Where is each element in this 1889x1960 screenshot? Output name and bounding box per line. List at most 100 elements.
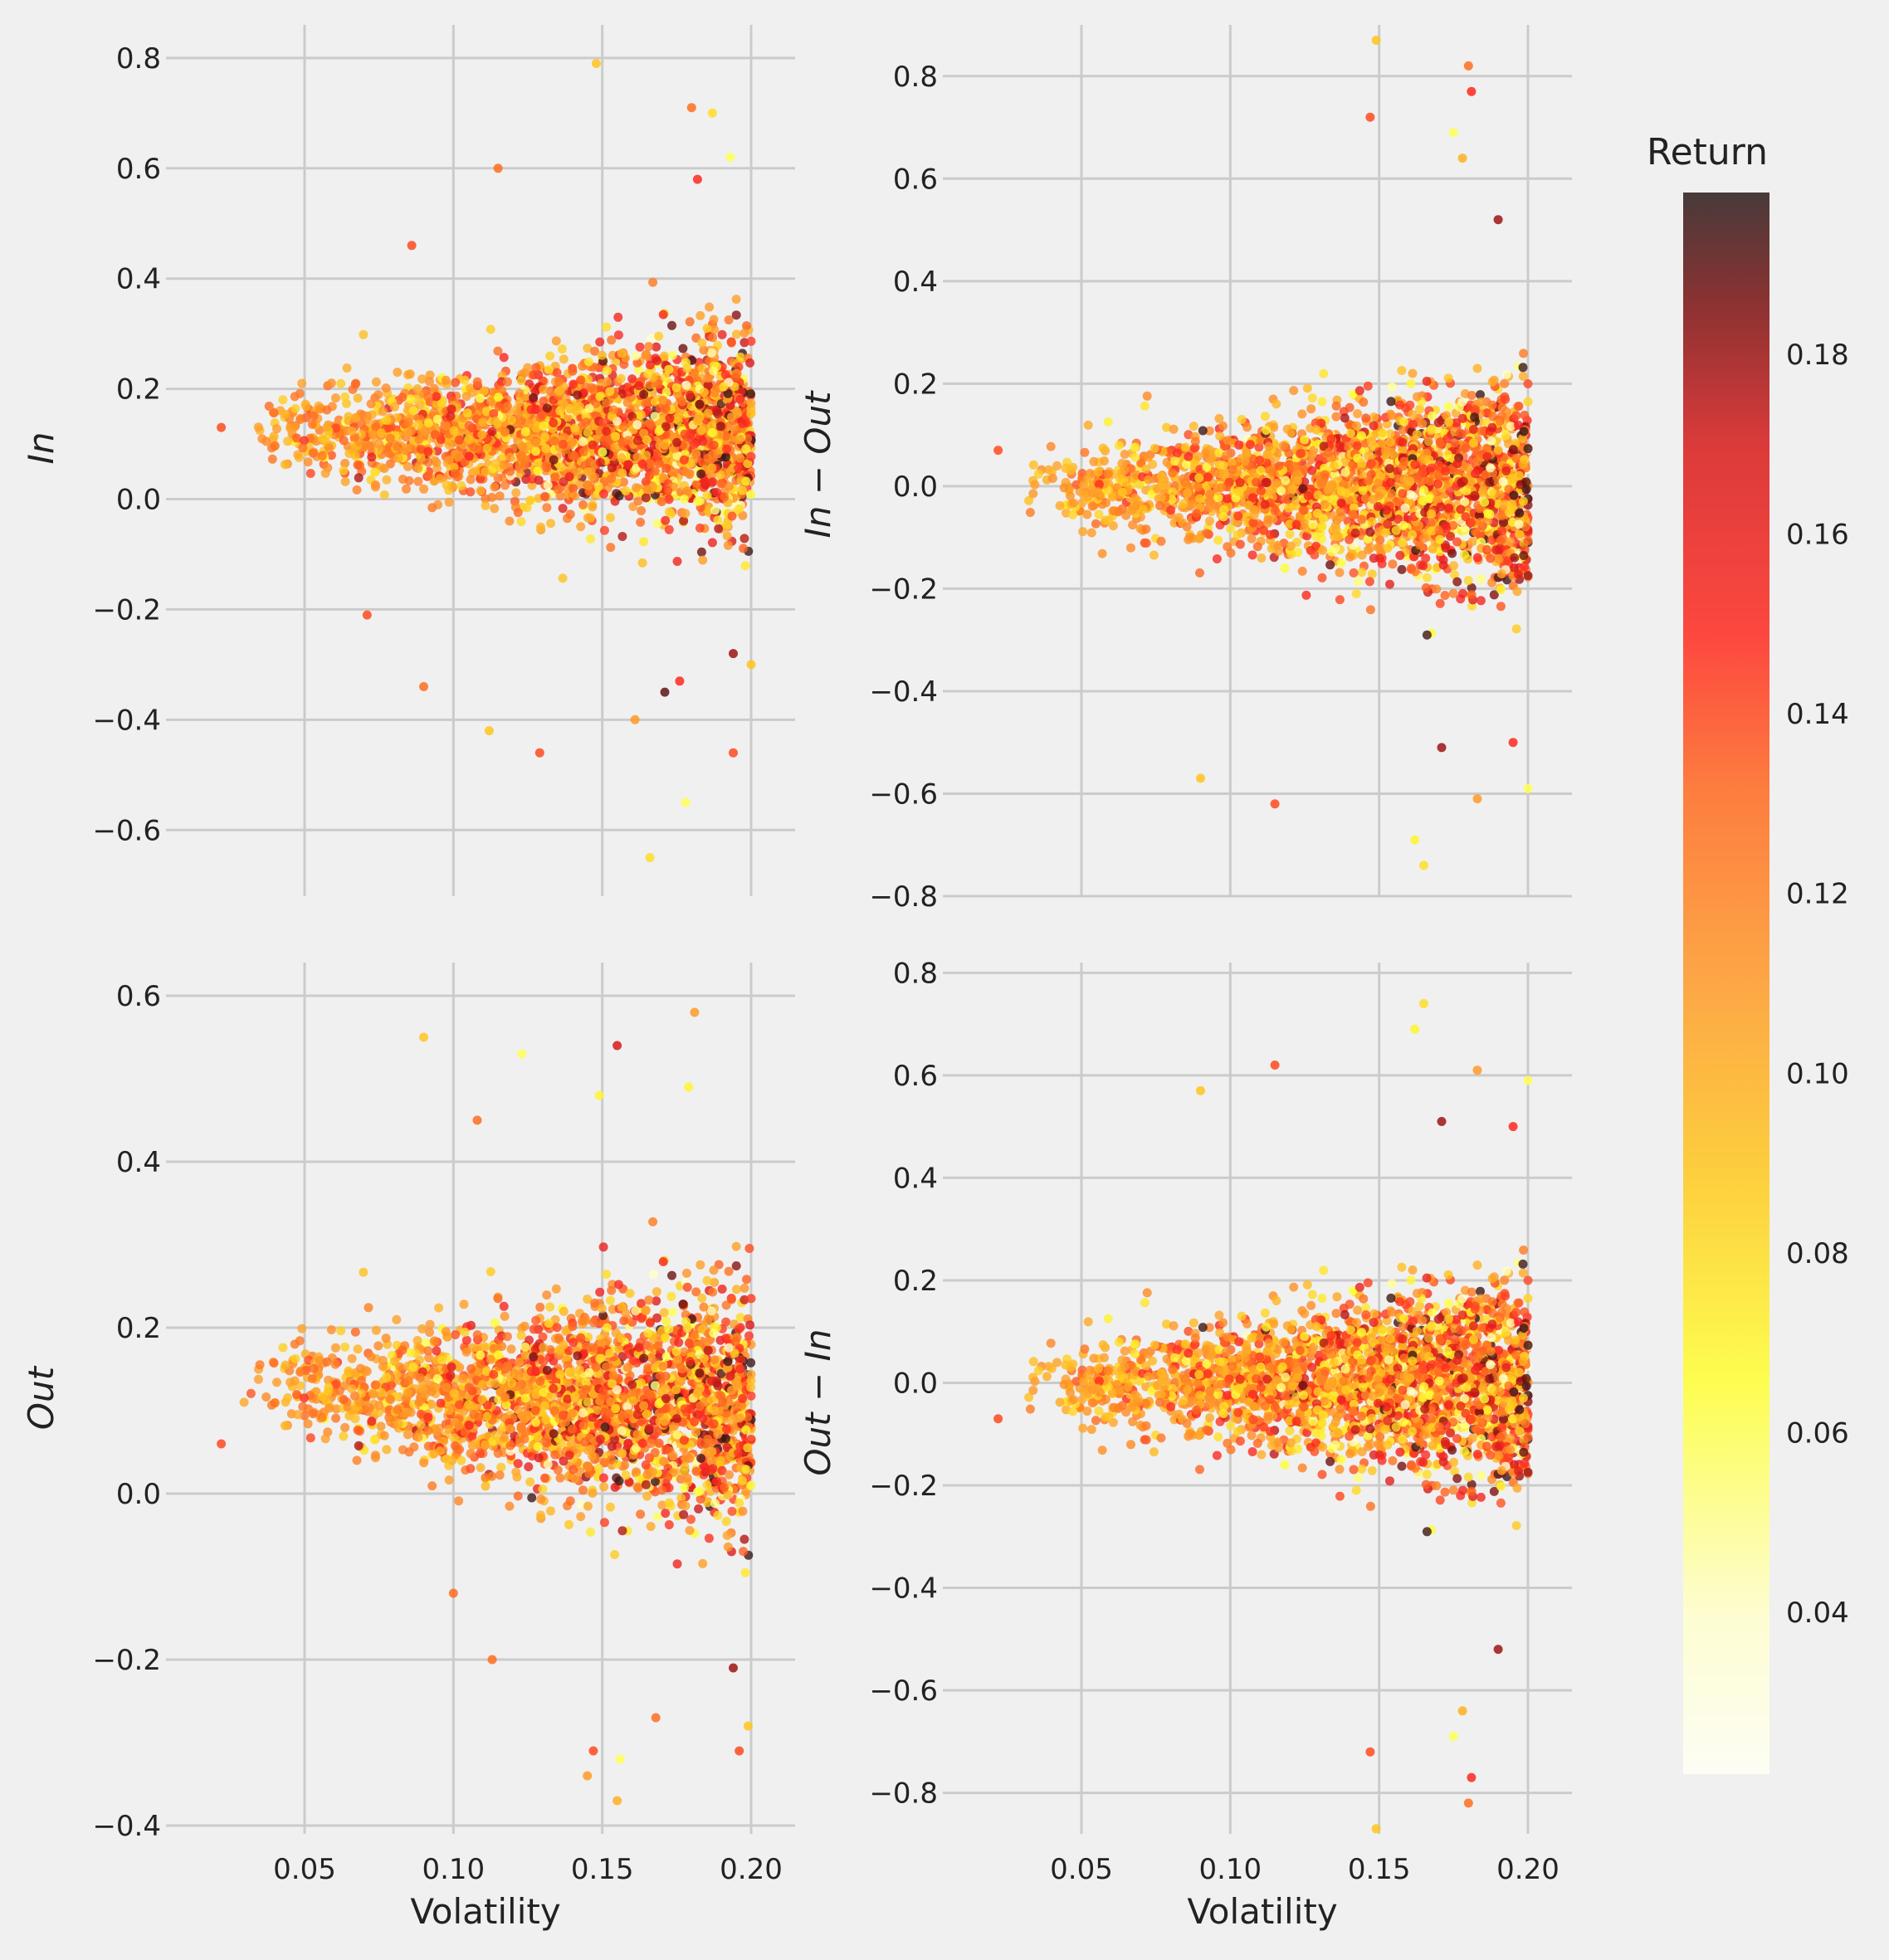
scatter-point xyxy=(546,519,555,529)
scatter-point xyxy=(1089,456,1099,466)
scatter-point xyxy=(1343,441,1353,451)
scatter-point xyxy=(558,504,568,514)
scatter-point xyxy=(534,475,544,485)
scatter-point xyxy=(369,430,378,440)
scatter-point xyxy=(690,439,700,449)
scatter-point xyxy=(339,436,349,446)
scatter-point xyxy=(608,405,618,415)
scatter-point xyxy=(1307,466,1317,475)
scatter-point xyxy=(524,419,534,429)
scatter-point xyxy=(643,368,653,378)
scatter-point xyxy=(500,480,510,490)
scatter-point xyxy=(568,366,578,376)
scatter-point xyxy=(554,386,564,396)
scatter-point xyxy=(1127,505,1137,515)
y-tick-label: −0.4 xyxy=(92,704,161,737)
scatter-point xyxy=(667,350,677,360)
scatter-point xyxy=(730,372,740,382)
scatter-point xyxy=(745,358,755,368)
scatter-point xyxy=(658,396,668,405)
scatter-point xyxy=(494,402,504,412)
scatter-point xyxy=(661,388,671,397)
scatter-point xyxy=(703,380,713,390)
scatter-point xyxy=(711,487,721,497)
scatter-point xyxy=(1398,445,1408,455)
scatter-point xyxy=(523,363,533,373)
scatter-point xyxy=(419,484,429,494)
scatter-point xyxy=(645,853,655,862)
scatter-point xyxy=(682,363,692,373)
panel-in: −0.6−0.4−0.20.00.20.40.60.8 In xyxy=(21,25,795,896)
y-tick-label: −0.2 xyxy=(92,593,161,627)
scatter-point xyxy=(557,344,567,354)
scatter-point xyxy=(1317,573,1327,583)
scatter-point xyxy=(493,163,503,173)
scatter-point xyxy=(685,470,695,480)
scatter-point xyxy=(1082,510,1092,519)
scatter-point xyxy=(419,682,428,691)
scatter-point xyxy=(1415,404,1424,414)
scatter-point xyxy=(729,748,738,758)
scatter-point xyxy=(1320,500,1330,510)
scatter-point xyxy=(731,425,741,435)
scatter-point xyxy=(1156,536,1166,546)
scatter-point xyxy=(1289,386,1299,396)
scatter-point xyxy=(742,321,751,331)
scatter-point xyxy=(746,451,756,461)
scatter-point xyxy=(731,310,741,320)
scatter-point xyxy=(1223,436,1232,445)
scatter-point xyxy=(611,432,620,441)
scatter-point xyxy=(652,356,662,366)
y-tick-label: 0.2 xyxy=(116,373,161,407)
scatter-point xyxy=(1193,482,1203,492)
scatter-point xyxy=(654,458,664,468)
scatter-point xyxy=(1213,535,1223,545)
scatter-point xyxy=(217,422,227,432)
scatter-point xyxy=(1218,421,1228,431)
scatter-point xyxy=(661,515,671,525)
scatter-point xyxy=(746,398,756,408)
scatter-point xyxy=(551,336,561,346)
scatter-point xyxy=(1443,402,1453,412)
scatter-point xyxy=(1202,529,1211,539)
scatter-point xyxy=(1221,451,1231,461)
scatter-point xyxy=(696,547,706,557)
scatter-point xyxy=(1380,528,1390,538)
scatter-points xyxy=(217,59,756,862)
scatter-point xyxy=(371,422,381,432)
scatter-point xyxy=(607,474,617,484)
scatter-point xyxy=(505,466,515,476)
scatter-point xyxy=(570,491,580,500)
scatter-point xyxy=(621,486,631,496)
scatter-point xyxy=(1236,454,1246,464)
scatter-point xyxy=(340,458,350,468)
scatter-point xyxy=(527,480,537,490)
scatter-point xyxy=(661,403,671,413)
scatter-point xyxy=(719,382,729,392)
scatter-point xyxy=(549,418,559,427)
scatter-point xyxy=(515,397,525,407)
scatter-point xyxy=(1470,490,1480,500)
scatter-point xyxy=(661,463,671,473)
scatter-point xyxy=(489,409,499,418)
scatter-point xyxy=(1103,417,1113,427)
scatter-point xyxy=(1204,426,1214,436)
scatter-point xyxy=(1104,515,1114,525)
y-tick-labels: −0.6−0.4−0.20.00.20.40.60.8 xyxy=(92,42,161,847)
scatter-point xyxy=(569,379,578,389)
scatter-point xyxy=(1475,510,1484,520)
scatter-point xyxy=(1232,530,1242,540)
scatter-point xyxy=(614,491,624,500)
scatter-point xyxy=(1487,578,1497,588)
scatter-point xyxy=(520,427,530,436)
scatter-point xyxy=(581,417,591,427)
scatter-point xyxy=(413,420,423,429)
scatter-point xyxy=(1348,460,1358,470)
scatter-point xyxy=(722,531,732,541)
scatter-point xyxy=(353,460,363,470)
scatter-point xyxy=(281,409,290,419)
scatter-point xyxy=(746,389,756,399)
scatter-point xyxy=(707,108,717,118)
scatter-point xyxy=(713,409,723,419)
scatter-point xyxy=(350,451,360,461)
